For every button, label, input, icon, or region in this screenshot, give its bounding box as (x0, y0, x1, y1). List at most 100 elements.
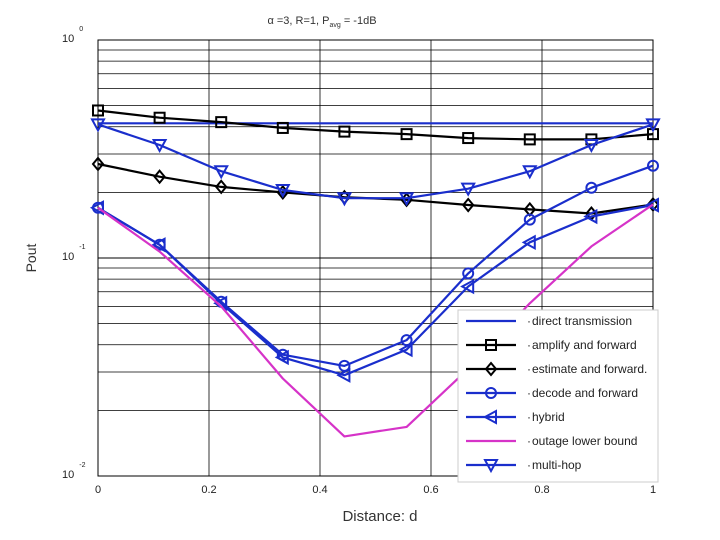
series-marker-square (215, 116, 228, 129)
legend-item-amplify-and-forward: · amplify and forward (466, 338, 637, 352)
x-axis-label: Distance: d (342, 508, 417, 525)
axis-ticks: 0 0.2 0.4 0.6 0.8 1 10 0 10 -1 10 -2 (62, 26, 656, 496)
y-tick-label: 10 -1 (62, 244, 86, 263)
x-tick-label: 0.2 (201, 484, 216, 496)
legend-bullet: · (527, 410, 531, 424)
series-marker-triangle-down (460, 182, 476, 197)
y-axis-label: Pout (23, 243, 39, 272)
legend-bullet: · (527, 314, 531, 328)
y-tick-label: 10 0 (62, 26, 83, 45)
series-marker-square (338, 125, 351, 138)
legend-bullet: · (527, 338, 531, 352)
series-marker-square (523, 133, 536, 146)
series-outage-lower-bound (97, 203, 654, 438)
series-line-estimate-and-forward (97, 162, 654, 215)
series-marker-square (462, 132, 475, 145)
legend: · direct transmission· amplify and forward… (457, 309, 659, 483)
chart-title: α =3, R=1, Pavg = -1dB (267, 15, 376, 29)
legend-label: amplify and forward (532, 338, 637, 352)
series-marker-triangle-down (483, 459, 499, 474)
series-line-multi-hop (97, 123, 654, 200)
legend-bullet: · (527, 458, 531, 472)
x-tick-label: 0 (95, 484, 101, 496)
series-marker-triangle-left (482, 409, 497, 425)
legend-bullet: · (527, 362, 531, 376)
legend-item-direct-transmission: · direct transmission (466, 314, 632, 328)
series-marker-triangle-left (460, 278, 475, 295)
series-marker-circle (585, 181, 598, 194)
legend-label: hybrid (532, 410, 565, 424)
series-line-amplify-and-forward (97, 109, 654, 141)
series-marker-triangle-down (90, 118, 106, 133)
series-marker-circle (523, 213, 536, 226)
legend-label: multi-hop (532, 458, 582, 472)
series-marker-triangle-down (583, 138, 600, 154)
series-hybrid (89, 197, 659, 383)
y-tick-exponent: -2 (79, 462, 85, 469)
series-marker-square (485, 339, 497, 351)
series-marker-circle (647, 159, 659, 172)
series-marker-triangle-left (521, 234, 536, 251)
y-tick-exponent: 0 (79, 26, 83, 33)
series-marker-diamond (91, 156, 105, 172)
x-tick-label: 1 (650, 484, 656, 496)
legend-item-outage-lower-bound: · outage lower bound (466, 434, 637, 448)
series-marker-triangle-left (398, 341, 413, 358)
y-tick-base: 10 (62, 33, 74, 45)
title-suffix: = -1dB (341, 15, 377, 27)
series-marker-triangle-down (645, 118, 661, 133)
series-estimate-and-forward (91, 156, 660, 222)
legend-label: estimate and forward. (532, 362, 647, 376)
series-marker-triangle-left (151, 237, 166, 253)
series-marker-square (400, 128, 413, 141)
series-marker-diamond (153, 169, 166, 185)
y-tick-exponent: -1 (79, 244, 85, 251)
legend-bullet: · (527, 386, 531, 400)
legend-item-estimate-and-forward: · estimate and forward. (466, 361, 647, 377)
series-marker-triangle-left (89, 200, 104, 216)
series-marker-diamond (484, 361, 498, 377)
series-marker-triangle-down (398, 192, 415, 207)
series-marker-triangle-left (644, 197, 659, 213)
series-marker-triangle-down (151, 138, 168, 154)
series-marker-square (276, 121, 289, 134)
series-line-hybrid (97, 203, 654, 377)
series-multi-hop (90, 118, 661, 207)
series-amplify-and-forward (92, 104, 659, 146)
series-marker-triangle-left (336, 367, 351, 383)
title-alpha-symbol: α (267, 15, 274, 27)
plot-frame (97, 39, 654, 477)
series-marker-square (153, 111, 166, 124)
series-marker-circle (462, 267, 475, 280)
series-marker-diamond (214, 179, 228, 195)
series-marker-diamond (461, 197, 475, 213)
y-tick-base: 10 (62, 469, 74, 481)
legend-label: direct transmission (532, 314, 632, 328)
title-subscript: avg (329, 22, 340, 29)
legend-label: outage lower bound (532, 434, 637, 448)
y-tick-base: 10 (62, 251, 74, 263)
x-tick-label: 0.8 (534, 484, 549, 496)
x-tick-label: 0.6 (423, 484, 438, 496)
legend-item-decode-and-forward: · decode and forward (466, 386, 638, 400)
y-tick-label: 10 -2 (62, 462, 86, 481)
series-marker-circle (400, 334, 413, 347)
series-line-outage-lower-bound (97, 203, 654, 438)
series-marker-triangle-down (275, 184, 291, 199)
series-marker-circle (485, 387, 497, 399)
legend-item-hybrid: · hybrid (466, 409, 565, 425)
title-prefix: =3, R=1, P (274, 15, 330, 27)
series-marker-triangle-down (336, 192, 353, 207)
x-tick-label: 0.4 (312, 484, 327, 496)
series-marker-triangle-down (522, 165, 538, 180)
series-marker-triangle-left (274, 349, 289, 366)
series-marker-square (92, 104, 104, 117)
legend-label: decode and forward (532, 386, 638, 400)
legend-item-multi-hop: · multi-hop (466, 458, 582, 474)
legend-box (457, 309, 659, 483)
plot-series (89, 104, 661, 438)
series-marker-triangle-down (213, 165, 229, 180)
legend-bullet: · (527, 434, 531, 448)
series-marker-triangle-left (583, 208, 598, 225)
